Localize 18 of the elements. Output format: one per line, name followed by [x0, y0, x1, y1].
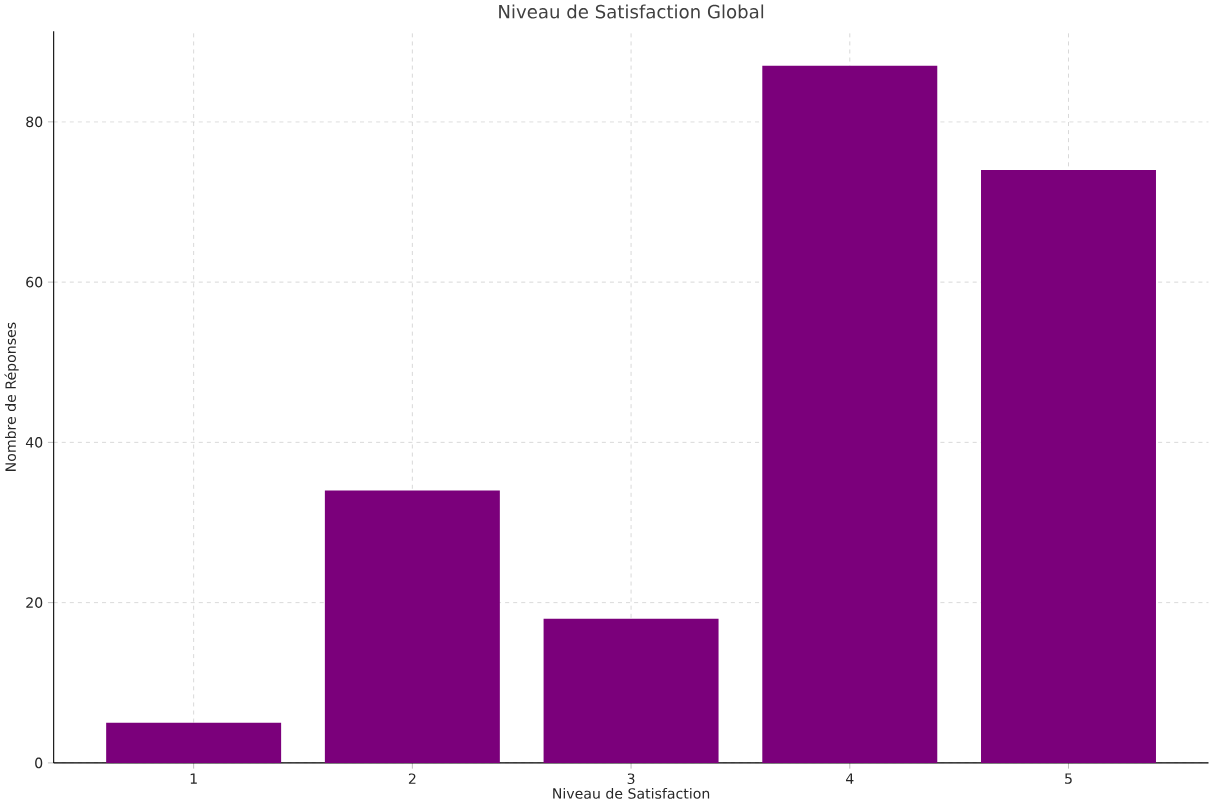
bar — [324, 490, 500, 763]
chart-title: Niveau de Satisfaction Global — [499, 4, 764, 19]
x-tick-label: 5 — [1065, 773, 1072, 784]
x-tick-label: 3 — [627, 773, 635, 784]
y-axis-title: Nombre de Réponses — [4, 322, 19, 471]
y-tick-label: 60 — [26, 276, 43, 288]
bar — [762, 65, 938, 763]
x-tick-label: 1 — [190, 773, 197, 784]
bar — [106, 722, 282, 763]
y-tick-label: 20 — [26, 597, 43, 608]
y-tick-label: 40 — [25, 436, 43, 448]
bar — [981, 169, 1156, 763]
x-tick-label: 4 — [845, 773, 854, 784]
x-axis-title: Niveau de Satisfaction — [553, 787, 710, 799]
bar — [543, 618, 719, 763]
y-tick-label: 80 — [26, 116, 43, 128]
y-tick-label: 0 — [35, 757, 43, 769]
x-tick-label: 2 — [408, 773, 416, 784]
